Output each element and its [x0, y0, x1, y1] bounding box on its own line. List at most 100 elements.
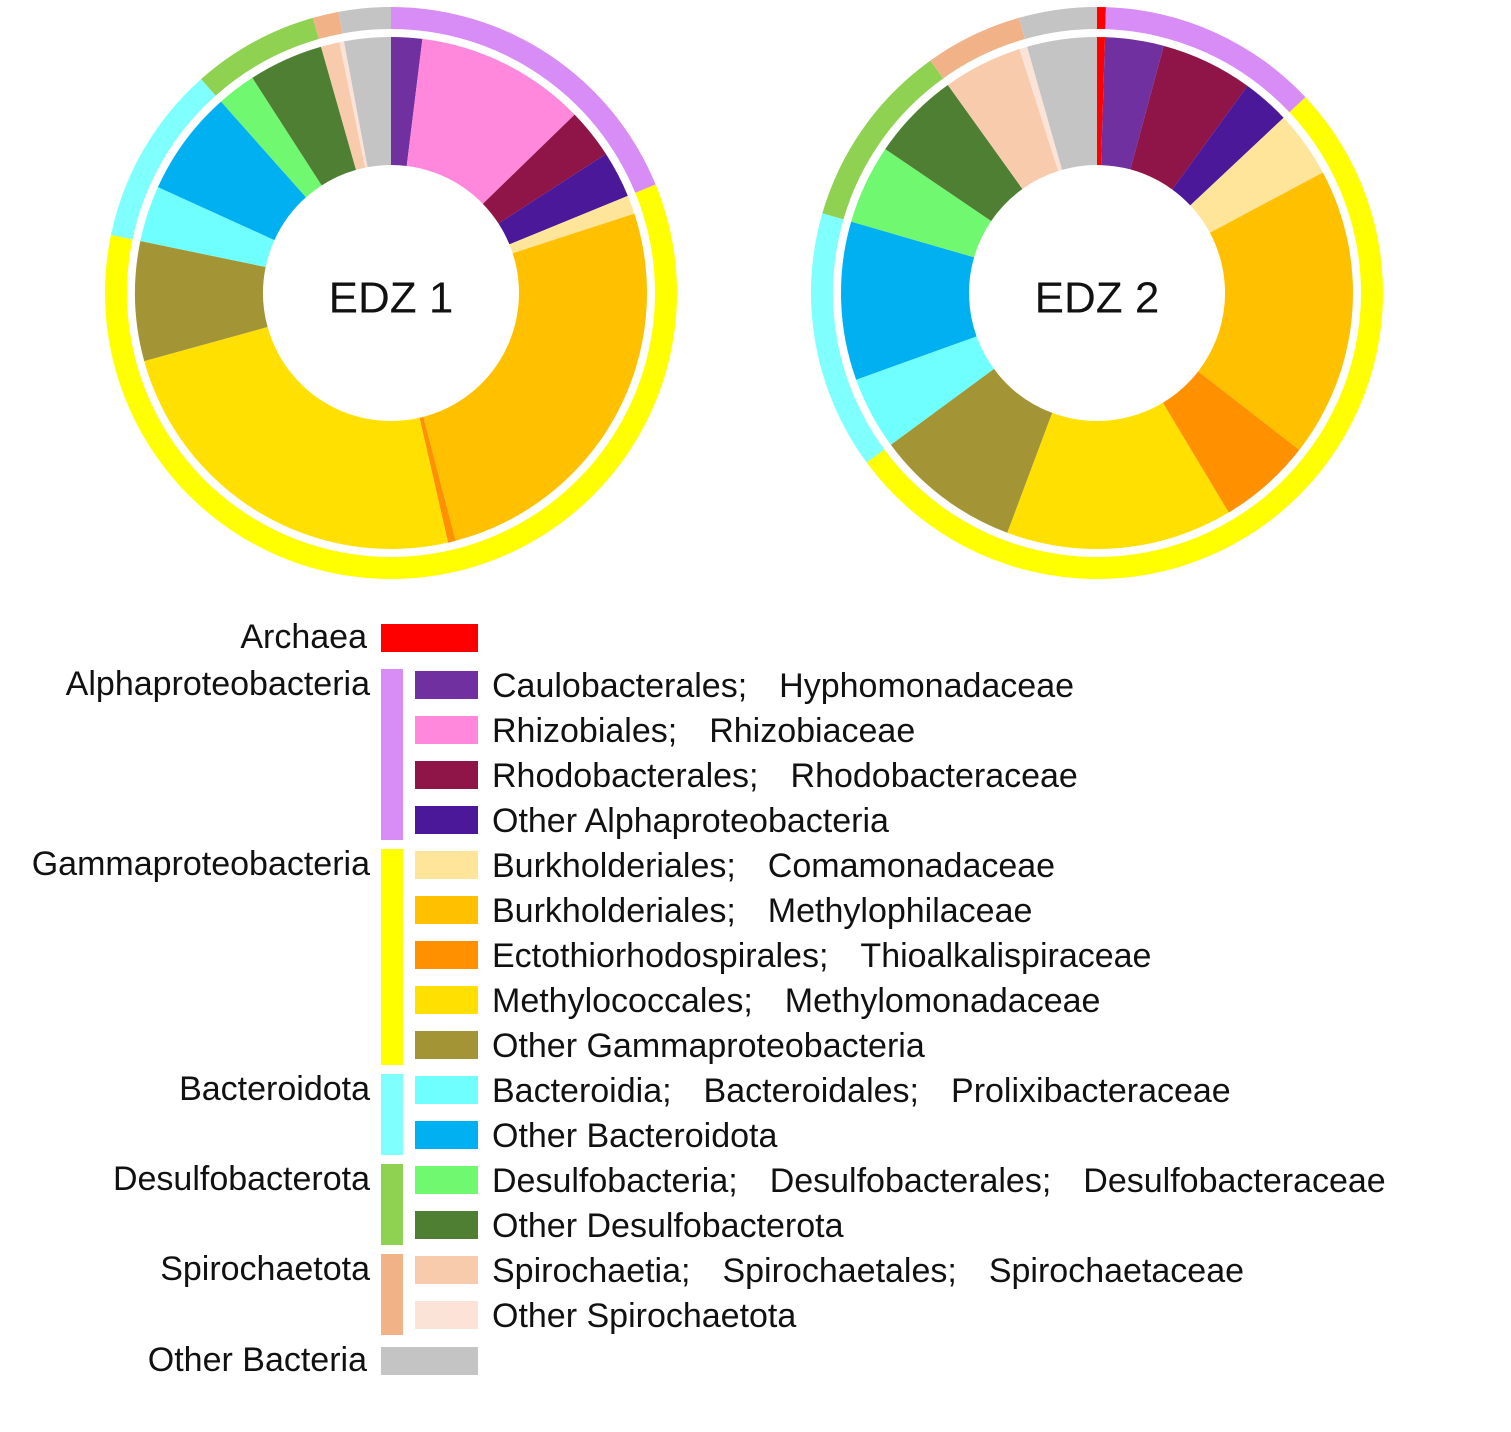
legend-item-label: Methylococcales; Methylomonadaceae	[492, 982, 1100, 1020]
legend-group-bar-alphaproteobacteria	[381, 669, 403, 840]
donut-chart-edz-2: EDZ 2	[811, 7, 1383, 579]
legend-item-label: Ectothiorhodospirales; Thioalkalispiracea…	[492, 937, 1151, 975]
legend-item-label: Bacteroidia; Bacteroidales; Prolixibactera…	[492, 1072, 1231, 1110]
legend-item-part: Desulfobacteraceae	[1083, 1162, 1385, 1200]
legend-item-label: Spirochaetia; Spirochaetales; Spirochaetac…	[492, 1252, 1244, 1290]
legend-item-part: Methylomonadaceae	[785, 982, 1101, 1020]
legend-group-bar-spirochaetota	[381, 1254, 403, 1335]
legend-swatch-caulobacterales-hyphomonadaceae	[415, 671, 478, 699]
legend-item-label: Other Gammaproteobacteria	[492, 1027, 925, 1065]
inner-ring-edz-1	[135, 37, 648, 549]
legend-swatch-ectothiorhodospirales-thioalkalispiraceae	[415, 941, 478, 969]
inner-ring-edz-1-slice-caulobacterales-hyphomonadaceae	[391, 37, 423, 166]
legend-item-part: Prolixibacteraceae	[951, 1072, 1231, 1110]
legend-swatch-burkholderiales-methylophilaceae	[415, 896, 478, 924]
outer-ring-edz-1-slice-alphaproteobacteria	[391, 7, 656, 193]
donut-chart-edz-1: EDZ 1	[104, 7, 677, 580]
inner-ring-edz-1-slice-burkholderiales-methylophilaceae	[423, 213, 648, 541]
inner-ring-edz-2-slice-other-gammaproteobacteria	[890, 368, 1053, 533]
legend-item-part: Rhodobacteraceae	[791, 757, 1078, 795]
legend-item-part: Rhodobacterales;	[492, 757, 759, 795]
legend-item-label: Other Desulfobacterota	[492, 1207, 844, 1245]
legend-swatch-other-spirochaetota	[415, 1301, 478, 1329]
legend-item-part: Rhizobiales;	[492, 712, 677, 750]
legend-swatch-spirochaetia-spirochaetales-spirochaetaceae	[415, 1256, 478, 1284]
legend-item-part: Desulfobacterales;	[770, 1162, 1052, 1200]
inner-ring-edz-2-slice-desulfobacteria-desulfobacterales-desulfobacteraceae	[851, 149, 992, 258]
legend-item-part: Comamonadaceae	[768, 847, 1055, 885]
inner-ring-edz-2-slice-methylococcales-methylomonadaceae	[1007, 402, 1229, 549]
inner-ring-edz-2-slice-other-bacteroidota	[841, 221, 977, 380]
legend-swatch-other-desulfobacterota	[415, 1211, 478, 1239]
inner-ring-edz-2-slice-other-alphaproteobacteria	[1172, 85, 1284, 206]
legend-item-label: Rhodobacterales; Rhodobacteraceae	[492, 757, 1078, 795]
inner-ring-edz-1-slice-other-bacteria	[344, 37, 391, 168]
legend-swatch-other-bacteroidota	[415, 1121, 478, 1149]
legend-item-label: Other Bacteroidota	[492, 1117, 777, 1155]
legend-item-part: Ectothiorhodospirales;	[492, 937, 828, 975]
outer-ring-edz-2-slice-other-bacteria	[1018, 7, 1097, 40]
legend-swatch-rhodobacterales-rhodobacteraceae	[415, 761, 478, 789]
inner-ring-edz-2	[841, 37, 1354, 549]
legend-item-label: Desulfobacteria; Desulfobacterales; Desulf…	[492, 1162, 1386, 1200]
inner-ring-edz-1-slice-rhizobiales-rhizobiaceae	[406, 38, 575, 204]
legend-item-part: Other Alphaproteobacteria	[492, 802, 889, 840]
inner-ring-edz-1-slice-desulfobacteria-desulfobacterales-desulfobacteraceae	[221, 77, 322, 198]
inner-ring-edz-1-slice-other-spirochaetota	[339, 41, 368, 168]
inner-ring-edz-2-slice-burkholderiales-methylophilaceae	[1198, 172, 1354, 450]
inner-ring-edz-1-slice-spirochaetia-spirochaetales-spirochaetaceae	[321, 42, 366, 170]
inner-ring-edz-1-slice-rhodobacterales-rhodobacteraceae	[482, 114, 606, 224]
inner-ring-edz-2-slice-bacteroidia-bacteroidales-prolixibacteraceae	[856, 336, 994, 445]
legend-group-bar-gammaproteobacteria	[381, 849, 403, 1065]
chart-title-edz-2: EDZ 2	[1035, 274, 1160, 323]
legend-item-part: Methylococcales;	[492, 982, 753, 1020]
inner-ring-edz-2-slice-caulobacterales-hyphomonadaceae	[1101, 37, 1164, 170]
legend-item-part: Bacteroidia;	[492, 1072, 672, 1110]
inner-ring-edz-2-slice-spirochaetia-spirochaetales-spirochaetaceae	[947, 49, 1059, 189]
legend-swatch-other-gammaproteobacteria	[415, 1031, 478, 1059]
outer-ring-edz-2-slice-spirochaetota	[930, 17, 1025, 79]
inner-ring-edz-1-slice-other-alphaproteobacteria	[498, 154, 628, 245]
legend-item-label: Burkholderiales; Comamonadaceae	[492, 847, 1055, 885]
legend-group-label-gammaproteobacteria: Gammaproteobacteria	[32, 845, 370, 883]
inner-ring-edz-1-slice-other-bacteroidota	[157, 101, 307, 241]
legend-swatch-desulfobacteria-desulfobacterales-desulfobacteraceae	[415, 1166, 478, 1194]
legend-swatch-other-alphaproteobacteria	[415, 806, 478, 834]
inner-ring-edz-2-slice-archaea	[1097, 37, 1106, 166]
legend-item-part: Spirochaetia;	[492, 1252, 690, 1290]
outer-ring-edz-2-slice-alphaproteobacteria	[1105, 7, 1306, 113]
inner-ring-edz-1-slice-ectothiorhodospirales-thioalkalispiraceae	[419, 416, 456, 543]
inner-ring-edz-1-slice-bacteroidia-bacteroidales-prolixibacteraceae	[140, 187, 275, 267]
legend-item-part: Desulfobacteria;	[492, 1162, 738, 1200]
legend-swatch-archaea	[381, 624, 478, 652]
inner-ring-edz-2-slice-other-spirochaetota	[1019, 46, 1063, 172]
legend-item-part: Hyphomonadaceae	[779, 667, 1074, 705]
legend-item-label: Rhizobiales; Rhizobiaceae	[492, 712, 915, 750]
legend-item-part: Spirochaetales;	[722, 1252, 956, 1290]
outer-ring-edz-2-slice-gammaproteobacteria	[866, 97, 1383, 579]
legend-swatch-burkholderiales-comamonadaceae	[415, 851, 478, 879]
outer-ring-edz-1-slice-spirochaetota	[312, 11, 343, 40]
legend-item-part: Burkholderiales;	[492, 847, 736, 885]
legend-item-label: Other Spirochaetota	[492, 1297, 796, 1335]
outer-ring-edz-1-slice-bacteroidota	[110, 79, 216, 240]
legend-item-part: Spirochaetaceae	[989, 1252, 1244, 1290]
chart-title-edz-1: EDZ 1	[329, 274, 454, 323]
legend-item-label: Other Alphaproteobacteria	[492, 802, 889, 840]
legend: Archaea Alphaproteobacteria Caulobacterale…	[32, 618, 1386, 1379]
legend-item-label: Burkholderiales; Methylophilaceae	[492, 892, 1032, 930]
legend-group-label-archaea: Archaea	[240, 618, 367, 656]
legend-group-label-spirochaetota: Spirochaetota	[160, 1250, 370, 1288]
inner-ring-edz-2-slice-rhodobacterales-rhodobacteraceae	[1130, 45, 1248, 190]
inner-ring-edz-2-slice-ectothiorhodospirales-thioalkalispiraceae	[1162, 371, 1300, 513]
legend-item-part: Bacteroidales;	[704, 1072, 919, 1110]
legend-item-part: Caulobacterales;	[492, 667, 747, 705]
outer-ring-edz-1-slice-other-bacteria	[338, 7, 391, 34]
outer-ring-edz-2	[811, 7, 1383, 579]
inner-ring-edz-1-slice-burkholderiales-comamonadaceae	[509, 195, 635, 254]
legend-item-part: Thioalkalispiraceae	[860, 937, 1151, 975]
inner-ring-edz-1-slice-methylococcales-methylomonadaceae	[144, 327, 449, 549]
outer-ring-edz-1-slice-desulfobacterota	[201, 17, 319, 96]
legend-swatch-other-bacteria	[381, 1347, 478, 1375]
